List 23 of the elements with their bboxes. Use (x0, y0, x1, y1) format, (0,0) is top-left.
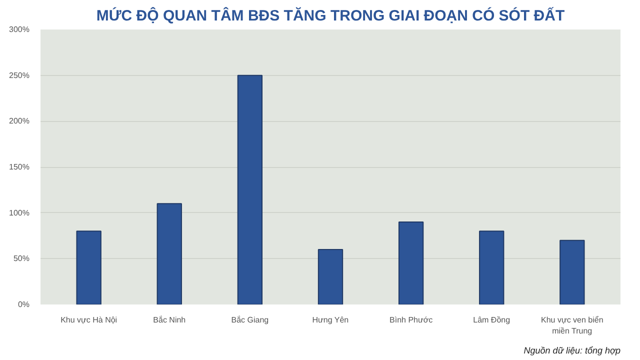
y-tick-label: 200% (9, 116, 30, 126)
y-tick-label: 50% (13, 254, 30, 264)
y-tick-label: 0% (18, 300, 30, 309)
x-tick-label: Hưng Yên (312, 316, 349, 324)
x-tick-label: Bình Phước (390, 316, 433, 324)
bar (318, 249, 344, 304)
bar (156, 203, 182, 304)
x-tick-label: Lâm Đồng (473, 316, 510, 324)
bar (560, 240, 585, 304)
chart-title: MỨC ĐỘ QUAN TÂM BĐS TĂNG TRONG GIAI ĐOẠN CÓ SÓT ĐẤT (96, 6, 565, 24)
bar (76, 230, 102, 304)
bar (479, 230, 504, 304)
x-tick-label: Khu vực ven biển miền Trung (541, 316, 604, 336)
text: Nguồn dữ liệu: tổng hợp (524, 346, 621, 356)
bar (237, 74, 263, 304)
y-tick-label: 250% (9, 70, 30, 80)
x-tick-label: Khu vực Hà Nội (60, 316, 118, 324)
bar (398, 222, 424, 304)
x-tick-label: Bắc Ninh (153, 316, 186, 324)
y-tick-label: 100% (9, 208, 30, 218)
y-tick-label: 300% (9, 25, 30, 34)
x-tick-label: Bắc Giang (231, 316, 269, 324)
y-tick-label: 150% (9, 162, 30, 172)
